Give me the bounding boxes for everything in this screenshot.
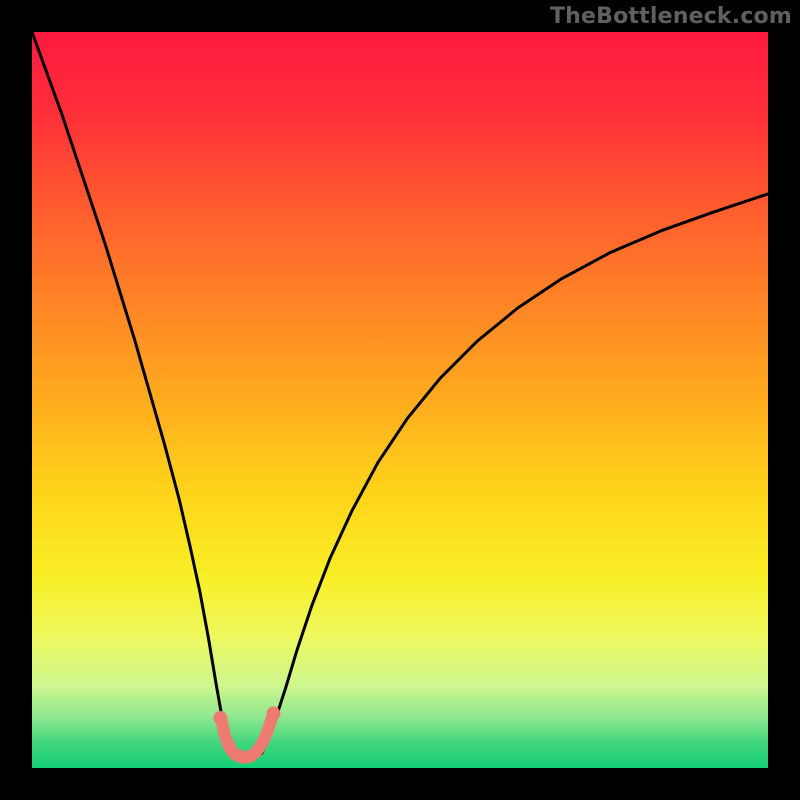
figure-container: TheBottleneck.com (0, 0, 800, 800)
valley-dot (245, 750, 256, 761)
valley-dot (225, 741, 236, 752)
watermark-text: TheBottleneck.com (550, 4, 792, 29)
plot-overlay (32, 32, 768, 768)
valley-dot (235, 750, 246, 761)
bottleneck-curve (32, 32, 768, 759)
valley-dot (266, 707, 280, 721)
plot-area (32, 32, 768, 768)
valley-dot (255, 741, 266, 752)
valley-dot (213, 711, 227, 725)
